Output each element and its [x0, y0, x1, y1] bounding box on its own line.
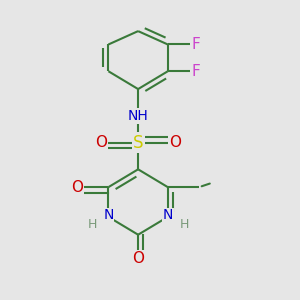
- Text: O: O: [95, 135, 107, 150]
- Text: S: S: [133, 134, 143, 152]
- Text: H: H: [179, 218, 189, 231]
- Text: O: O: [71, 180, 83, 195]
- Text: NH: NH: [128, 109, 148, 123]
- Text: H: H: [87, 218, 97, 231]
- Text: F: F: [192, 64, 200, 79]
- Text: N: N: [103, 208, 114, 222]
- Text: N: N: [163, 208, 173, 222]
- Text: O: O: [169, 135, 181, 150]
- Text: O: O: [132, 251, 144, 266]
- Text: F: F: [192, 37, 200, 52]
